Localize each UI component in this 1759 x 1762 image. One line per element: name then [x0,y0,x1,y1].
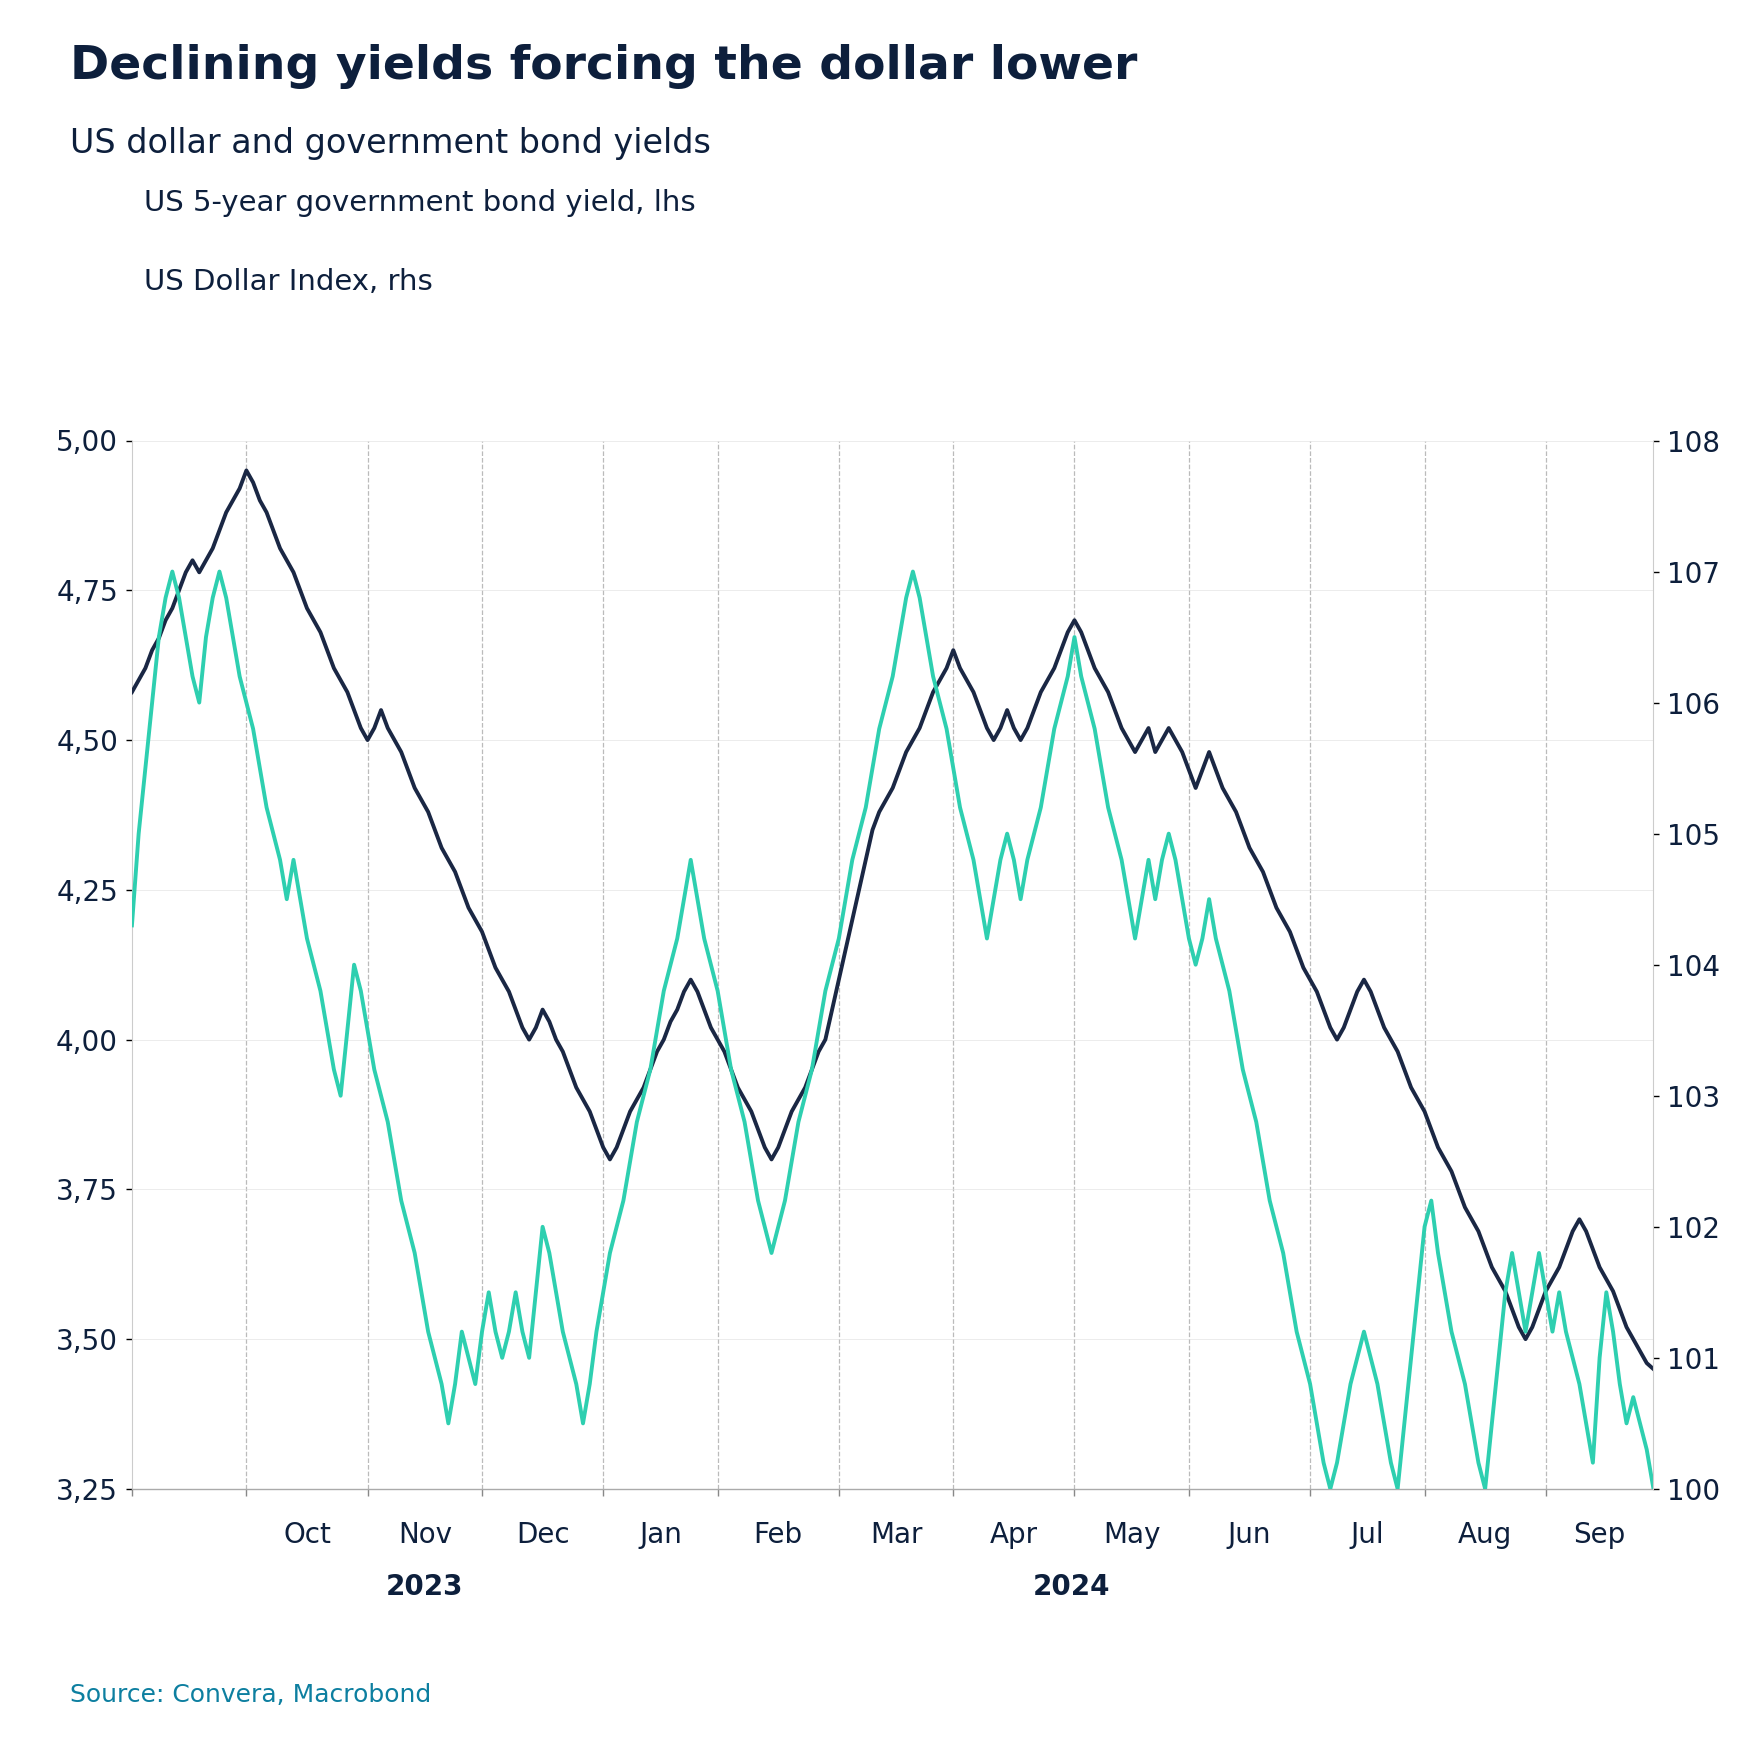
Text: 2023: 2023 [385,1573,464,1602]
Text: Oct: Oct [283,1521,331,1549]
Text: Jun: Jun [1228,1521,1272,1549]
Text: Sep: Sep [1574,1521,1625,1549]
Text: Mar: Mar [869,1521,922,1549]
Text: Nov: Nov [398,1521,452,1549]
Text: Dec: Dec [515,1521,570,1549]
Text: May: May [1103,1521,1161,1549]
Text: Jul: Jul [1351,1521,1384,1549]
Text: Feb: Feb [753,1521,802,1549]
Text: Declining yields forcing the dollar lower: Declining yields forcing the dollar lowe… [70,44,1138,90]
Text: Apr: Apr [990,1521,1038,1549]
Text: US dollar and government bond yields: US dollar and government bond yields [70,127,711,160]
Text: 2024: 2024 [1033,1573,1110,1602]
Text: Source: Convera, Macrobond: Source: Convera, Macrobond [70,1683,431,1707]
Text: Aug: Aug [1458,1521,1513,1549]
Text: US 5-year government bond yield, lhs: US 5-year government bond yield, lhs [144,189,697,217]
Text: US Dollar Index, rhs: US Dollar Index, rhs [144,268,433,296]
Text: Jan: Jan [639,1521,682,1549]
